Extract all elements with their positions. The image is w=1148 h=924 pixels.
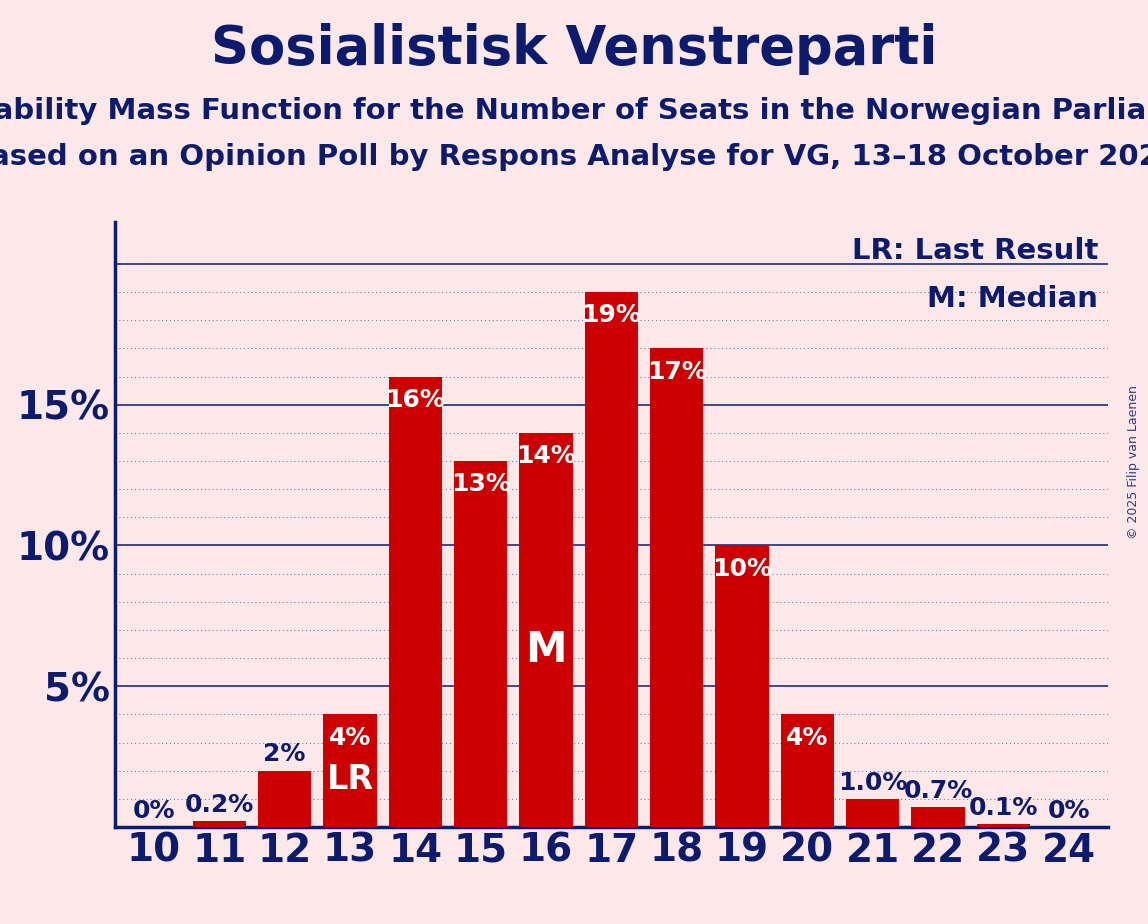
Bar — [324, 714, 377, 827]
Bar — [846, 799, 899, 827]
Bar — [781, 714, 835, 827]
Bar — [584, 292, 638, 827]
Text: 4%: 4% — [786, 725, 829, 749]
Text: 0.7%: 0.7% — [903, 779, 972, 803]
Bar — [388, 377, 442, 827]
Text: 1.0%: 1.0% — [838, 771, 907, 795]
Text: 13%: 13% — [451, 472, 511, 496]
Text: Probability Mass Function for the Number of Seats in the Norwegian Parliament: Probability Mass Function for the Number… — [0, 97, 1148, 125]
Text: LR: LR — [326, 763, 373, 796]
Text: 0%: 0% — [133, 798, 176, 822]
Bar — [650, 348, 704, 827]
Text: 4%: 4% — [328, 725, 371, 749]
Bar — [453, 461, 507, 827]
Text: 10%: 10% — [712, 557, 771, 581]
Text: Sosialistisk Venstreparti: Sosialistisk Venstreparti — [211, 23, 937, 75]
Bar — [715, 545, 769, 827]
Text: 0.2%: 0.2% — [185, 793, 254, 817]
Text: 0%: 0% — [1047, 798, 1089, 822]
Text: 14%: 14% — [517, 444, 576, 468]
Bar — [912, 808, 964, 827]
Text: 17%: 17% — [646, 359, 706, 383]
Bar — [977, 824, 1030, 827]
Text: 16%: 16% — [386, 388, 445, 412]
Text: 0.1%: 0.1% — [969, 796, 1038, 820]
Bar — [193, 821, 246, 827]
Text: M: Median: M: Median — [928, 286, 1097, 313]
Bar — [519, 432, 573, 827]
Text: 2%: 2% — [264, 743, 305, 767]
Text: © 2025 Filip van Laenen: © 2025 Filip van Laenen — [1127, 385, 1140, 539]
Text: 19%: 19% — [581, 303, 642, 327]
Bar — [258, 771, 311, 827]
Text: Based on an Opinion Poll by Respons Analyse for VG, 13–18 October 2021: Based on an Opinion Poll by Respons Anal… — [0, 143, 1148, 171]
Text: M: M — [526, 628, 567, 671]
Text: LR: Last Result: LR: Last Result — [852, 237, 1097, 265]
